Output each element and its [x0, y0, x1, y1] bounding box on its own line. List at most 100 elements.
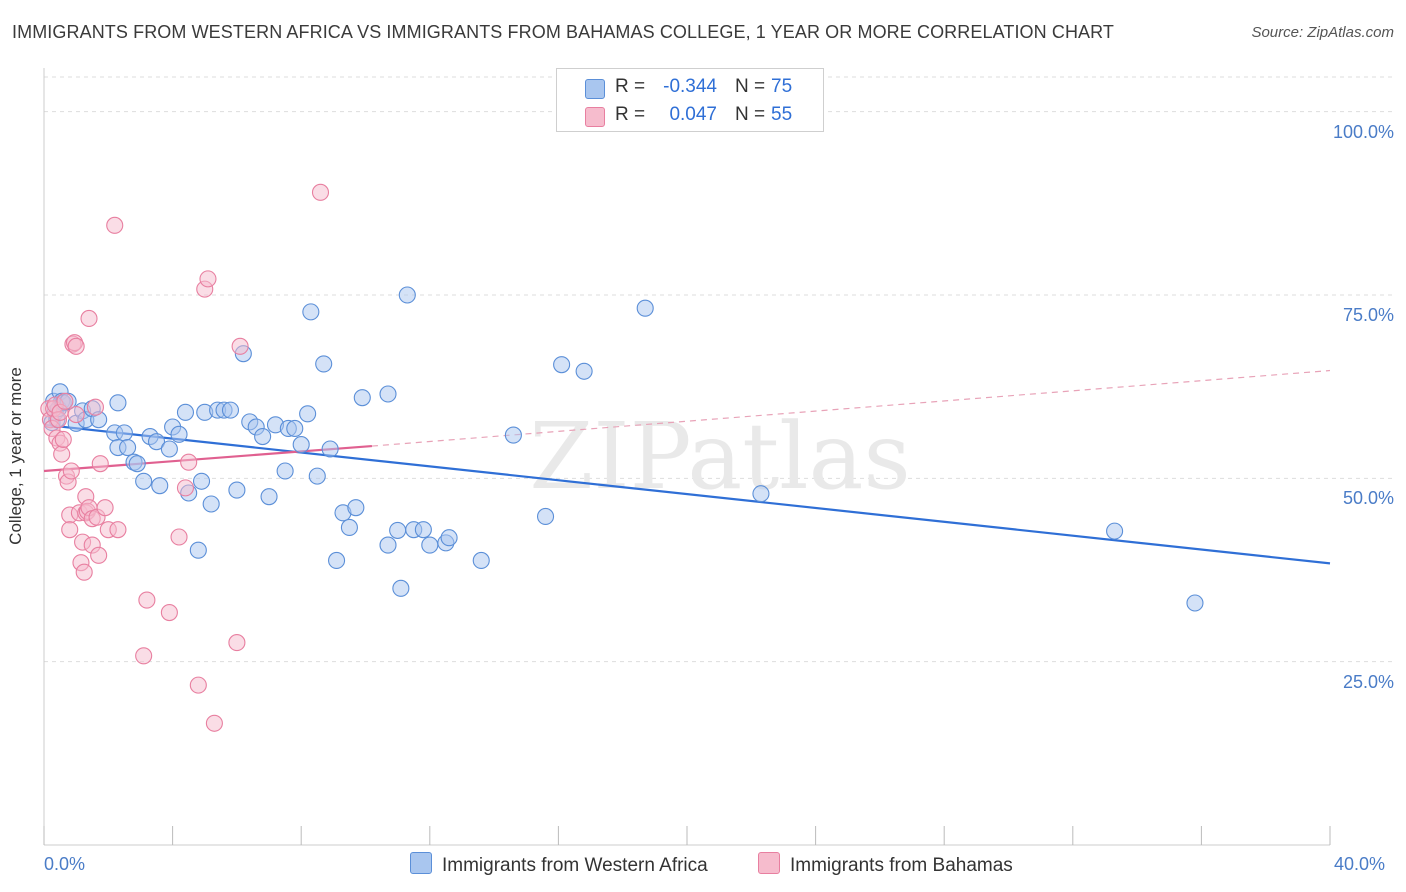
data-point-blue: [315, 355, 333, 373]
legend-n-value: 75: [771, 76, 793, 97]
legend-r-label: R =: [615, 76, 646, 97]
trend-line-blue: [43, 423, 1331, 565]
data-point-pink: [56, 392, 74, 410]
series-swatch-blue: [410, 852, 432, 874]
data-point-blue: [228, 481, 246, 499]
data-point-blue: [286, 419, 304, 438]
data-point-blue: [379, 385, 397, 403]
data-point-pink: [91, 455, 109, 473]
data-point-blue: [202, 495, 220, 513]
data-point-blue: [308, 467, 326, 485]
data-point-blue: [347, 499, 365, 517]
data-point-pink: [228, 634, 246, 652]
y-tick-label: 50.0%: [1342, 488, 1394, 509]
legend-swatch-pink: [585, 107, 605, 127]
series-swatch-pink: [758, 852, 780, 874]
watermark: ZIPatlas: [529, 403, 910, 510]
data-point-blue: [1186, 594, 1204, 612]
grid-lines: [44, 76, 1394, 663]
data-point-pink: [135, 647, 153, 665]
series-legend-label: Immigrants from Bahamas: [790, 855, 1013, 876]
data-point-blue: [353, 389, 371, 407]
data-point-blue: [379, 536, 397, 554]
legend-r-value: -0.344: [663, 76, 717, 97]
data-point-blue: [392, 579, 410, 597]
data-point-blue: [221, 401, 240, 419]
data-point-blue: [504, 426, 522, 444]
data-point-pink: [67, 405, 85, 424]
data-point-blue: [119, 438, 137, 457]
series-legend-label: Immigrants from Western Africa: [442, 855, 708, 876]
data-point-pink: [86, 398, 104, 416]
axes: [43, 68, 1331, 846]
data-point-blue: [636, 299, 654, 317]
data-point-blue: [421, 536, 439, 554]
data-point-pink: [109, 521, 127, 539]
data-point-pink: [231, 337, 249, 355]
data-point-blue: [128, 455, 146, 473]
data-point-blue: [260, 488, 278, 506]
data-point-pink: [199, 270, 217, 288]
data-point-blue: [135, 472, 153, 490]
correlation-legend: R = -0.344 N = 75 R = 0.047 N = 55: [556, 68, 824, 132]
data-point-blue: [189, 541, 207, 559]
legend-swatch-blue: [585, 79, 605, 99]
data-point-blue: [553, 356, 571, 374]
legend-row-blue: R = -0.344 N = 75: [557, 73, 823, 101]
data-point-blue: [299, 405, 317, 423]
data-point-blue: [536, 507, 555, 526]
data-point-blue: [292, 436, 310, 454]
data-point-blue: [109, 394, 127, 412]
data-point-blue: [151, 477, 169, 495]
data-point-pink: [205, 714, 223, 732]
x-tick-label-min: 0.0%: [44, 854, 86, 874]
data-point-blue: [1106, 522, 1124, 540]
data-point-blue: [147, 433, 166, 451]
data-point-pink: [67, 337, 85, 355]
data-point-pink: [106, 216, 124, 234]
data-point-blue: [160, 440, 178, 458]
chart-title: IMMIGRANTS FROM WESTERN AFRICA VS IMMIGR…: [12, 22, 1115, 42]
data-point-pink: [311, 183, 330, 201]
data-points: [40, 183, 1204, 732]
series-legend-item-western-africa: Immigrants from Western Africa: [410, 852, 708, 877]
legend-n-label: N =: [735, 104, 766, 125]
data-point-blue: [575, 362, 593, 380]
data-point-blue: [414, 521, 432, 539]
data-point-blue: [276, 462, 294, 480]
data-point-pink: [61, 521, 79, 539]
x-tick-label-max: 40.0%: [1334, 854, 1386, 874]
data-point-pink: [53, 445, 71, 463]
legend-n-value: 55: [771, 104, 793, 125]
data-point-blue: [328, 551, 346, 570]
legend-row-pink: R = 0.047 N = 55: [557, 101, 823, 129]
y-tick-label: 75.0%: [1342, 305, 1394, 325]
data-point-blue: [115, 424, 133, 442]
data-point-blue: [192, 472, 211, 490]
data-point-blue: [398, 286, 416, 304]
data-point-blue: [176, 403, 195, 421]
data-point-pink: [62, 462, 80, 480]
data-point-blue: [440, 529, 458, 547]
data-point-blue: [254, 427, 272, 446]
y-tick-label: 25.0%: [1342, 671, 1394, 692]
data-point-pink: [176, 479, 195, 497]
series-legend-item-bahamas: Immigrants from Bahamas: [758, 852, 1013, 877]
data-point-pink: [180, 453, 198, 471]
data-point-blue: [340, 518, 358, 537]
data-point-blue: [170, 425, 188, 443]
legend-r-label: R =: [615, 104, 646, 125]
data-point-pink: [75, 563, 93, 581]
data-point-pink: [160, 603, 178, 622]
legend-n-label: N =: [735, 76, 766, 97]
data-point-pink: [189, 676, 207, 694]
data-point-pink: [138, 591, 156, 609]
y-tick-label: 100.0%: [1332, 121, 1394, 142]
data-point-blue: [472, 551, 490, 570]
data-point-pink: [170, 528, 188, 546]
chart-source: Source: ZipAtlas.com: [1251, 24, 1394, 41]
data-point-pink: [54, 430, 72, 449]
data-point-blue: [752, 485, 770, 503]
data-point-pink: [90, 546, 108, 564]
